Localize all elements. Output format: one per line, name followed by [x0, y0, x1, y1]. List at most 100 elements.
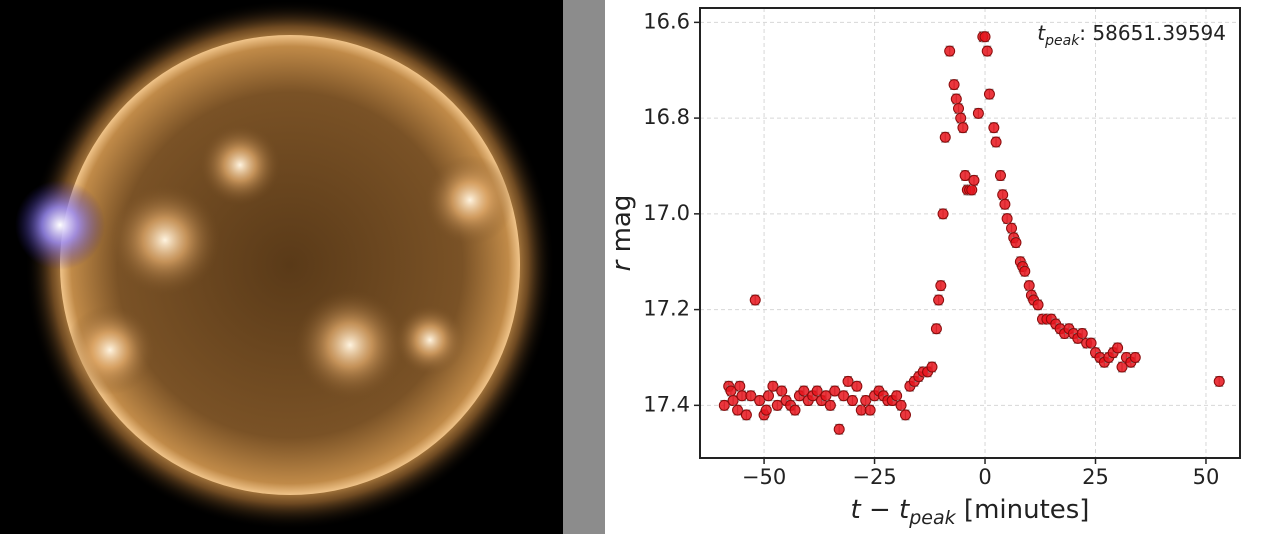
point — [966, 184, 978, 196]
data-point — [1213, 375, 1225, 387]
data-point — [926, 361, 938, 373]
data-point — [997, 189, 1009, 201]
point — [933, 294, 945, 306]
point — [953, 103, 965, 115]
point — [948, 79, 960, 91]
point — [1129, 351, 1141, 363]
y-tick-label: 16.8 — [643, 105, 690, 129]
data-point — [988, 122, 1000, 134]
data-point — [955, 112, 967, 124]
data-point — [798, 385, 810, 397]
point — [1010, 237, 1022, 249]
point — [1032, 299, 1044, 311]
data-point — [829, 385, 841, 397]
y-axis-label: r mag — [607, 195, 637, 272]
annotation-subscript: peak — [1044, 33, 1080, 49]
x-axis-label: t − tpeak [minutes] — [851, 495, 1090, 529]
x-tick-label: 50 — [1193, 465, 1220, 489]
data-point — [745, 390, 757, 402]
point — [937, 208, 949, 220]
data-point — [1010, 237, 1022, 249]
plot-area: 16.6 16.8 17.0 17.2 17.4 −50 −25 0 25 50 — [643, 8, 1240, 489]
data-point — [944, 45, 956, 57]
point — [972, 107, 984, 119]
point — [789, 404, 801, 416]
data-point — [1129, 351, 1141, 363]
point — [979, 31, 991, 43]
annotation-text: : 58651.39594 — [1079, 21, 1226, 45]
point — [899, 409, 911, 421]
point — [891, 390, 903, 402]
data-point — [930, 323, 942, 335]
point — [776, 385, 788, 397]
data-point — [1076, 328, 1088, 340]
data-point — [740, 409, 752, 421]
data-point — [1006, 222, 1018, 234]
data-point — [762, 390, 774, 402]
point — [950, 93, 962, 105]
data-point — [833, 423, 845, 435]
data-point — [983, 88, 995, 100]
point — [1213, 375, 1225, 387]
point — [935, 280, 947, 292]
point — [926, 361, 938, 373]
y-label-symbol: r — [607, 258, 637, 271]
x-label-post: [minutes] — [956, 495, 1090, 525]
data-point — [979, 31, 991, 43]
annotation-symbol: t — [1037, 21, 1046, 45]
data-point — [968, 174, 980, 186]
data-point — [1112, 342, 1124, 354]
point — [846, 395, 858, 407]
data-point — [935, 280, 947, 292]
data-point — [1085, 337, 1097, 349]
data-point — [732, 404, 744, 416]
point — [1001, 213, 1013, 225]
x-tick-label: 0 — [978, 465, 991, 489]
sun-image — [0, 0, 563, 534]
data-point — [953, 103, 965, 115]
data-point — [842, 375, 854, 387]
data-point — [972, 107, 984, 119]
data-point — [999, 198, 1011, 210]
divider — [563, 0, 605, 534]
plot-frame — [699, 7, 1241, 459]
data-point — [891, 390, 903, 402]
point — [994, 170, 1006, 182]
point — [864, 404, 876, 416]
data-point — [1032, 299, 1044, 311]
data-point — [895, 399, 907, 411]
data-point — [776, 385, 788, 397]
data-point — [811, 385, 823, 397]
point — [1023, 280, 1035, 292]
point — [1085, 337, 1097, 349]
point — [895, 399, 907, 411]
data-point — [937, 208, 949, 220]
point — [851, 380, 863, 392]
data-point — [864, 404, 876, 416]
point — [997, 189, 1009, 201]
data-point — [966, 184, 978, 196]
data-point — [939, 131, 951, 143]
y-tick-label: 17.2 — [643, 297, 690, 321]
point — [824, 399, 836, 411]
point — [990, 136, 1002, 148]
point — [1112, 342, 1124, 354]
data-point — [990, 136, 1002, 148]
data-point — [824, 399, 836, 411]
x-label-subscript: peak — [908, 507, 956, 529]
data-point — [734, 380, 746, 392]
x-label-pre: t − t — [851, 495, 911, 525]
point — [957, 122, 969, 134]
data-point — [994, 170, 1006, 182]
data-point — [1001, 213, 1013, 225]
data-point — [1019, 265, 1031, 277]
annotation: tpeak: 58651.39594 — [1037, 21, 1226, 49]
x-tick-label: 25 — [1082, 465, 1109, 489]
data-point — [981, 45, 993, 57]
point — [760, 404, 772, 416]
point — [983, 88, 995, 100]
point — [944, 45, 956, 57]
data-point — [846, 395, 858, 407]
point — [939, 131, 951, 143]
data-point — [754, 395, 766, 407]
